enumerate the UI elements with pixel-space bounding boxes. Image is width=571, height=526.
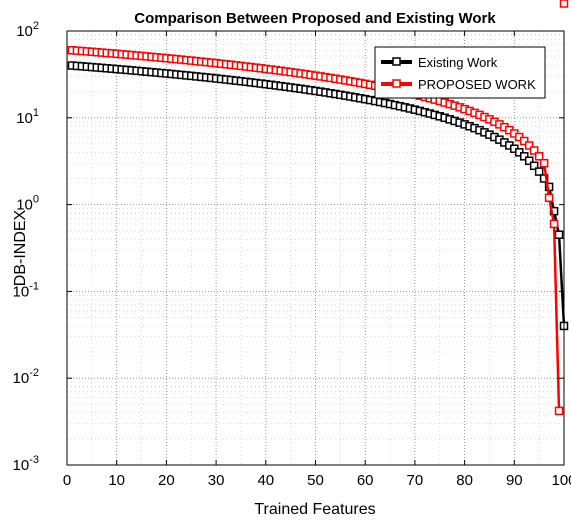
x-tick-label: 90	[506, 472, 523, 489]
data-point-proposed-work	[534, 152, 544, 161]
legend-box	[374, 46, 546, 99]
data-point-proposed-work	[544, 193, 554, 202]
data-point-proposed-work	[559, 0, 569, 8]
data-point-existing-work	[534, 167, 544, 176]
data-point-proposed-work	[529, 146, 539, 155]
legend-label-existing-work: Existing Work	[418, 55, 498, 70]
legend-marker-proposed-work	[392, 79, 401, 88]
data-point-proposed-work	[554, 406, 564, 416]
series-layer	[67, 0, 569, 416]
y-tick-label: 102	[16, 20, 39, 40]
y-tick-label: 100	[16, 194, 39, 214]
x-axis-ticks: 0 10 20 30 40 50 60 70 80 90 100	[63, 31, 571, 489]
x-tick-label: 20	[158, 472, 175, 489]
x-tick-label: 100	[551, 472, 571, 489]
legend: Existing Work PROPOSED WORK	[374, 46, 546, 99]
data-point-proposed-work	[549, 219, 559, 229]
x-tick-label: 0	[63, 472, 71, 489]
x-tick-label: 10	[108, 472, 125, 489]
y-tick-label: 10-3	[13, 454, 39, 474]
data-point-existing-work	[554, 230, 564, 239]
data-point-proposed-work	[524, 141, 534, 150]
x-tick-label: 60	[357, 472, 374, 489]
legend-marker-existing-work	[392, 57, 401, 66]
data-point-existing-work	[524, 156, 534, 165]
data-point-existing-work	[519, 152, 529, 161]
y-tick-label: 10-2	[13, 367, 39, 387]
data-point-existing-work	[539, 174, 549, 183]
x-tick-label: 80	[456, 472, 473, 489]
data-point-proposed-work	[539, 158, 549, 168]
y-axis-label: DB-INDEX	[12, 209, 29, 286]
x-axis-label: Trained Features	[254, 501, 375, 518]
x-tick-label: 50	[307, 472, 324, 489]
x-tick-label: 30	[208, 472, 225, 489]
data-point-existing-work	[529, 161, 539, 171]
y-tick-label: 10-1	[13, 280, 39, 300]
legend-label-proposed-work: PROPOSED WORK	[418, 77, 536, 92]
y-axis-ticks: 102 101 100 10-1 10-2 10-3	[13, 20, 564, 474]
x-tick-label: 70	[407, 472, 424, 489]
x-tick-label: 40	[257, 472, 274, 489]
chart-title: Comparison Between Proposed and Existing…	[134, 10, 496, 27]
y-tick-label: 101	[16, 107, 39, 127]
data-point-proposed-work	[519, 136, 529, 146]
